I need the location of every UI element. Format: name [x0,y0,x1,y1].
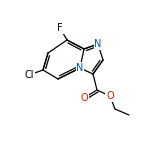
Text: Cl: Cl [24,70,34,80]
Text: F: F [57,23,63,33]
Text: O: O [106,91,114,101]
Text: N: N [94,39,102,49]
Text: N: N [76,63,84,73]
Text: O: O [80,93,88,103]
